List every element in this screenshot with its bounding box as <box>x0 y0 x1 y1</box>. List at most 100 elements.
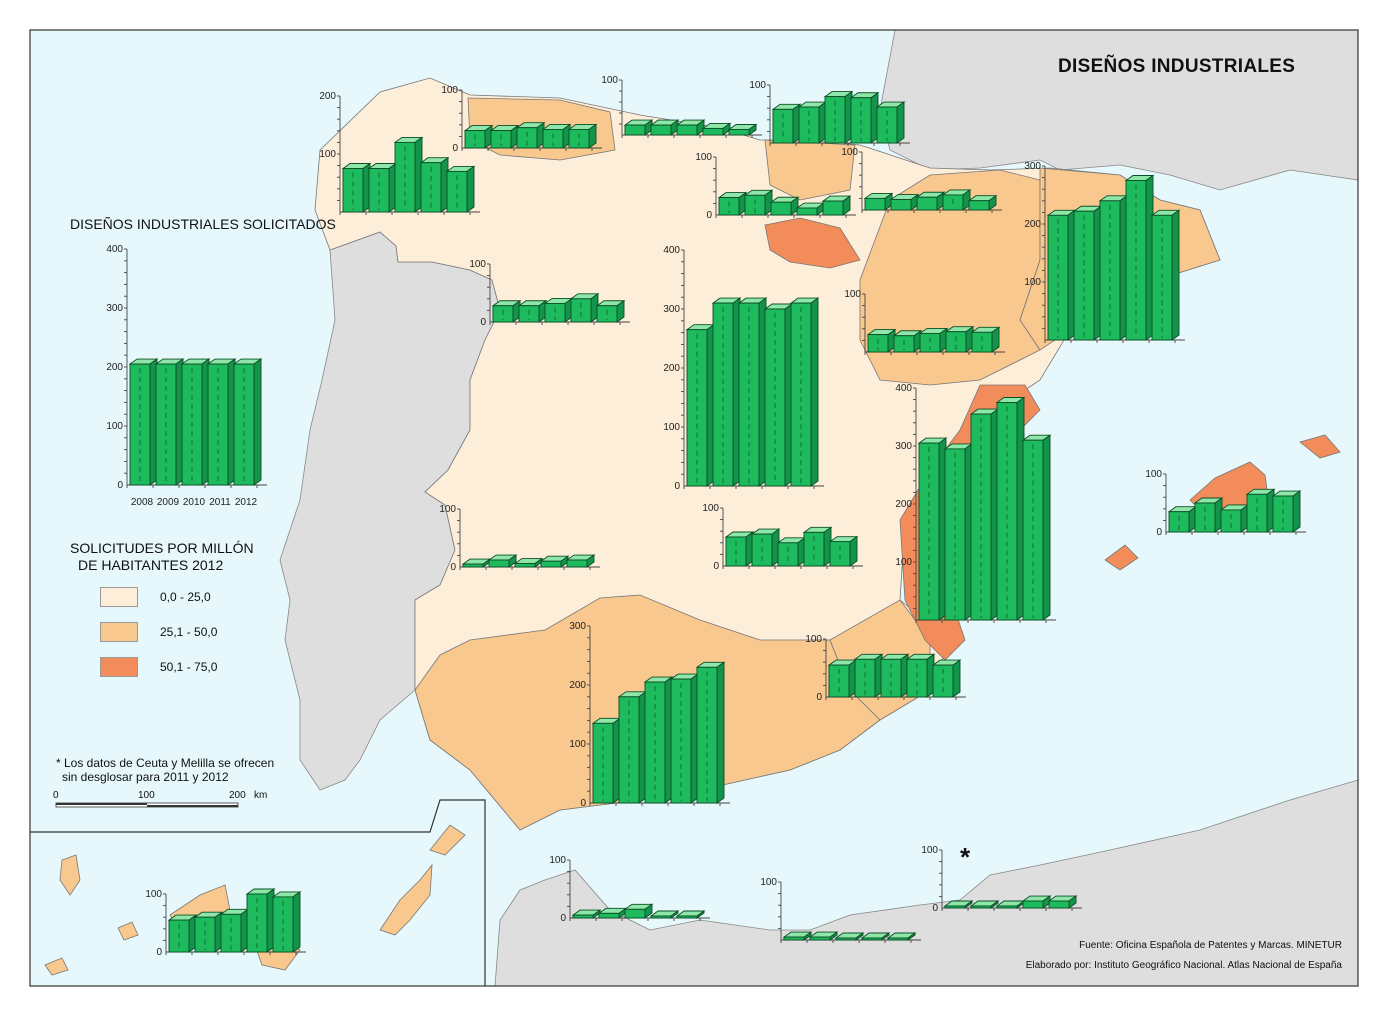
chart-illes-balears: 0 100 <box>1145 469 1306 538</box>
bar <box>1072 205 1103 341</box>
bar <box>491 299 522 323</box>
bar-front <box>624 908 646 919</box>
bar <box>875 101 906 144</box>
bar <box>649 910 680 919</box>
bar <box>419 156 450 213</box>
bar-front <box>890 199 912 211</box>
bar <box>623 903 654 919</box>
region-la-rioja <box>764 217 861 269</box>
scale-label-0: 0 <box>53 790 59 801</box>
bar <box>727 123 758 136</box>
bar <box>565 554 596 568</box>
bar-front <box>971 331 993 353</box>
bar <box>797 101 828 144</box>
bar <box>128 358 159 486</box>
bar <box>1047 895 1078 909</box>
chart-y-tick-label: 400 <box>663 245 680 256</box>
legend-label-low: 0,0 - 25,0 <box>160 590 211 604</box>
legend-swatch-mid <box>100 622 138 642</box>
bar-front <box>544 302 566 323</box>
bar-front <box>835 937 857 941</box>
bar <box>1150 209 1181 341</box>
bar <box>917 437 948 621</box>
bar <box>886 932 917 941</box>
bar-front <box>1246 493 1268 533</box>
chart-ceuta-y-melilla: 0 100 <box>921 845 1082 914</box>
chart-y-tick-label: 100 <box>895 557 912 568</box>
bar-front <box>712 302 734 487</box>
bar-front <box>822 200 844 216</box>
bar-front <box>368 168 390 213</box>
bar <box>1124 174 1155 341</box>
bar <box>763 303 794 487</box>
bar <box>245 888 276 953</box>
chart-espana: 0 100 200 300 400 2008 2009 2010 2011 2012 <box>106 244 267 508</box>
bar-front <box>514 563 536 568</box>
bar <box>970 326 1001 353</box>
legend-title-line1: SOLICITUDES POR MILLÓN <box>70 540 254 556</box>
bar-front <box>864 197 886 211</box>
chart-y-tick-label: 100 <box>841 147 858 158</box>
chart-y-tick-label: 200 <box>319 91 336 102</box>
bar-side <box>896 101 905 144</box>
bar <box>1219 504 1250 533</box>
bar <box>828 535 859 567</box>
chart-y-tick-label: 100 <box>844 289 861 300</box>
bar <box>889 193 920 211</box>
chart-y-tick-label: 0 <box>1156 527 1162 538</box>
bar-side <box>952 659 961 698</box>
bar-side <box>292 891 301 953</box>
note-line2: sin desglosar para 2011 y 2012 <box>62 770 229 784</box>
chart-y-tick-label: 0 <box>452 143 458 154</box>
bar <box>717 191 748 216</box>
chart-x-tick-label: 2010 <box>183 497 206 508</box>
bar-front <box>702 127 724 136</box>
bar-front <box>488 559 510 568</box>
bar <box>789 297 820 487</box>
bar-front <box>568 128 590 149</box>
chart-cataluna: 100 200 300 <box>1024 161 1185 343</box>
region-balears-menorca <box>1299 434 1341 459</box>
scale-label-100: 100 <box>138 790 155 801</box>
chart-y-tick-label: 100 <box>1145 469 1162 480</box>
bar <box>821 195 852 216</box>
chart-pais-vasco: 100 <box>749 80 910 146</box>
bar <box>685 323 716 487</box>
bar <box>905 653 936 698</box>
region-canarias-fuerteventura <box>379 863 433 936</box>
chart-y-tick-label: 100 <box>106 421 123 432</box>
bar-side <box>253 358 262 486</box>
chart-comunitat-valenciana: 100 200 300 400 <box>895 383 1056 623</box>
bar <box>915 191 946 211</box>
bar-front <box>796 207 818 216</box>
bar <box>1046 209 1077 341</box>
bar <box>995 396 1026 621</box>
bar <box>154 358 185 486</box>
region-canarias-lanzarote <box>429 824 466 856</box>
bar-front <box>570 298 592 323</box>
bar-front <box>996 905 1018 909</box>
bar <box>569 292 600 323</box>
bar-front <box>1220 509 1242 533</box>
chart-y-tick-label: 100 <box>569 739 586 750</box>
bar <box>969 408 1000 621</box>
scale-bar <box>55 802 239 808</box>
bar <box>539 555 570 568</box>
bar <box>341 162 372 213</box>
bar <box>795 202 826 216</box>
bar-front <box>220 913 242 953</box>
bar-front <box>1073 210 1095 341</box>
bar <box>737 297 768 487</box>
bar-front <box>246 893 268 953</box>
chart-y-tick-label: 100 <box>702 503 719 514</box>
bar-front <box>916 196 938 211</box>
bar-front <box>770 201 792 216</box>
bar <box>675 119 706 136</box>
chart-galicia: 100 200 <box>319 91 480 215</box>
bar <box>701 122 732 136</box>
bar-front <box>744 194 766 216</box>
bar <box>617 690 648 804</box>
chart-y-tick-label: 100 <box>805 634 822 645</box>
bar <box>206 358 237 486</box>
bar <box>1021 895 1052 909</box>
